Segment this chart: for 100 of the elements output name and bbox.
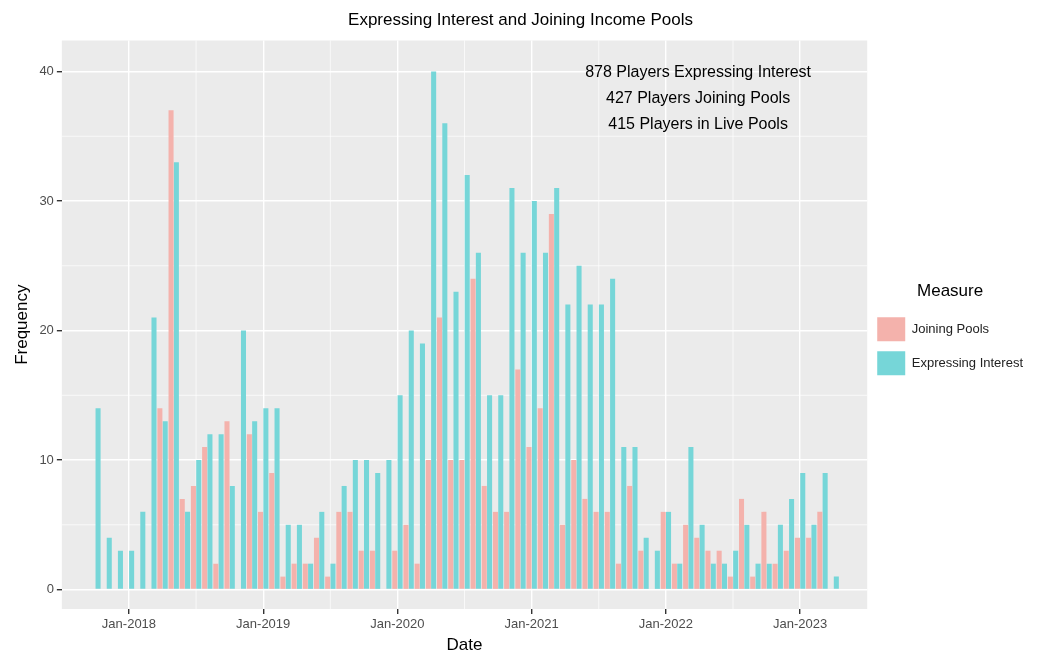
bar [470, 278, 476, 589]
bar [537, 408, 543, 589]
bar [308, 563, 314, 589]
y-tick-label: 0 [46, 581, 54, 597]
bar [660, 511, 666, 589]
bar [677, 563, 683, 589]
bar [811, 524, 817, 589]
bar [336, 511, 342, 589]
bar [683, 524, 689, 589]
bar [587, 304, 593, 589]
bar [453, 291, 459, 589]
bar [777, 524, 783, 589]
bar [515, 369, 521, 589]
bar [140, 511, 146, 589]
bar [431, 71, 437, 589]
y-tick-label: 30 [39, 192, 54, 208]
x-tick-label: Jan-2022 [638, 616, 693, 632]
bar [509, 188, 515, 589]
bar [296, 524, 302, 589]
bar [330, 563, 336, 589]
annotation: 427 Players Joining Pools [606, 88, 791, 106]
bar [246, 434, 252, 589]
bar [610, 278, 616, 589]
bar [638, 550, 644, 589]
bar [397, 395, 403, 589]
bar [269, 473, 275, 589]
x-tick-label: Jan-2021 [504, 616, 559, 632]
bar [419, 343, 425, 589]
bar [817, 511, 823, 589]
bar [576, 265, 582, 589]
bar [392, 550, 398, 589]
bar [285, 524, 291, 589]
bar [654, 550, 660, 589]
bar [548, 213, 554, 589]
bar [593, 511, 599, 589]
bar [185, 511, 191, 589]
bar [475, 252, 481, 589]
bar [833, 576, 839, 589]
bar [755, 563, 761, 589]
bar [162, 421, 168, 589]
bar [313, 537, 319, 589]
bar [783, 550, 789, 589]
bar [347, 511, 353, 589]
bar [207, 434, 213, 589]
bar [425, 460, 431, 589]
bar [190, 485, 196, 589]
bar [263, 408, 269, 589]
chart-title: Expressing Interest and Joining Income Pools [348, 9, 693, 29]
bar [151, 317, 157, 589]
bar [408, 330, 414, 589]
bar [800, 473, 806, 589]
bar [168, 110, 174, 589]
bar [772, 563, 778, 589]
bar [280, 576, 286, 589]
bar [364, 460, 370, 589]
bar [498, 395, 504, 589]
bar [604, 511, 610, 589]
bar [341, 485, 347, 589]
bar [531, 201, 537, 589]
bar [319, 511, 325, 589]
x-tick-label: Jan-2023 [773, 616, 828, 632]
bar [766, 563, 772, 589]
bar [459, 460, 465, 589]
bar [481, 485, 487, 589]
bar [325, 576, 331, 589]
bar [688, 447, 694, 589]
bar [218, 434, 224, 589]
bar [520, 252, 526, 589]
y-tick-label: 20 [39, 322, 54, 338]
bar [671, 563, 677, 589]
bar [694, 537, 700, 589]
bar [565, 304, 571, 589]
bar [369, 550, 375, 589]
bar [106, 537, 112, 589]
bar [750, 576, 756, 589]
bar [442, 123, 448, 589]
bar [224, 421, 230, 589]
bar [794, 537, 800, 589]
bar [621, 447, 627, 589]
bar [560, 524, 566, 589]
bar [542, 252, 549, 589]
bar [554, 188, 560, 589]
bar [806, 537, 812, 589]
bar [643, 537, 649, 589]
bar [739, 498, 745, 589]
bar [358, 550, 364, 589]
bar [448, 460, 454, 589]
bar [705, 550, 711, 589]
bar [252, 421, 258, 589]
x-tick-label: Jan-2019 [236, 616, 291, 632]
bar [582, 498, 588, 589]
bar [414, 563, 420, 589]
annotation: 878 Players Expressing Interest [585, 62, 812, 80]
bar [403, 524, 409, 589]
bar [352, 460, 358, 589]
bar [632, 447, 638, 589]
bar [504, 511, 510, 589]
y-axis-title: Frequency [11, 284, 31, 365]
bar [436, 317, 443, 589]
bar [789, 498, 795, 589]
